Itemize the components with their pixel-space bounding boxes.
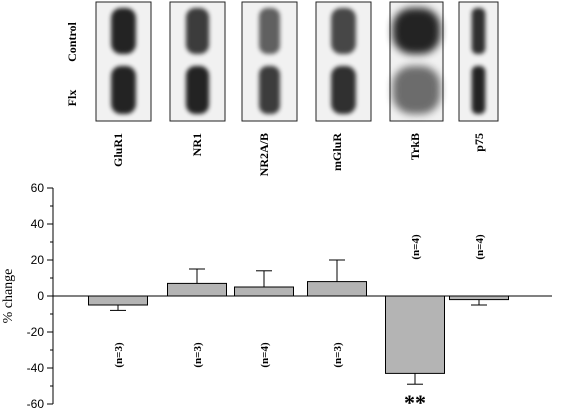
category-label-glur1: GluR1	[111, 133, 125, 167]
blot-band	[185, 8, 210, 54]
western-blot-panels	[95, 1, 499, 122]
n-label-nr2a-b: (n=4)	[259, 342, 271, 368]
blot-band	[392, 66, 441, 114]
category-label-nr2a-b: NR2A/B	[257, 133, 271, 176]
bar-trkb	[385, 295, 445, 374]
significance-marker: **	[404, 390, 426, 408]
y-tick-label: -20	[27, 325, 45, 339]
blot-band	[471, 8, 486, 54]
blot-mglur	[315, 1, 372, 122]
blot-band	[259, 66, 280, 114]
blot-band	[185, 66, 210, 114]
y-tick-label: -40	[27, 361, 45, 375]
blot-band	[331, 8, 356, 54]
category-label-mglur: mGluR	[330, 133, 344, 171]
y-tick-label: -60	[27, 397, 45, 408]
y-ticks: -60 -40 -20 0 20 40 60	[27, 181, 53, 408]
n-labels: (n=3) (n=3) (n=4) (n=3) (n=4) (n=4)	[113, 234, 486, 368]
category-label-trkb: TrkB	[408, 133, 422, 160]
y-tick-label: 20	[31, 253, 45, 267]
blot-nr1	[169, 1, 226, 122]
bar-nr1	[167, 282, 227, 297]
blot-label-control: Control	[65, 21, 79, 61]
y-tick-label: 0	[37, 289, 44, 303]
n-label-mglur: (n=3)	[332, 342, 344, 368]
bar-p75	[449, 295, 509, 301]
y-axis-label: % change	[1, 269, 16, 324]
category-labels: GluR1 NR1 NR2A/B mGluR TrkB p75	[111, 133, 486, 177]
blot-trkb	[389, 1, 444, 122]
blot-band	[259, 8, 280, 54]
category-label-p75: p75	[472, 133, 486, 152]
blot-glur1	[95, 1, 152, 122]
n-label-trkb: (n=4)	[410, 234, 422, 260]
y-tick-label: 60	[31, 181, 45, 195]
n-label-glur1: (n=3)	[113, 342, 125, 368]
blot-nr2a-b	[241, 1, 298, 122]
n-label-p75: (n=4)	[474, 234, 486, 260]
blot-p75	[458, 1, 499, 122]
category-label-nr1: NR1	[190, 133, 204, 156]
bars	[88, 259, 509, 385]
bar-nr2a-b	[234, 286, 294, 297]
bar-mglur	[307, 281, 367, 297]
n-label-nr1: (n=3)	[192, 342, 204, 368]
blot-band	[392, 8, 441, 54]
blot-band	[111, 8, 136, 54]
blot-band	[331, 66, 356, 114]
bar-glur1	[88, 295, 148, 306]
blot-label-flx: Flx	[65, 90, 79, 107]
y-tick-label: 40	[31, 217, 45, 231]
blot-band	[471, 66, 486, 114]
blot-band	[111, 66, 136, 114]
